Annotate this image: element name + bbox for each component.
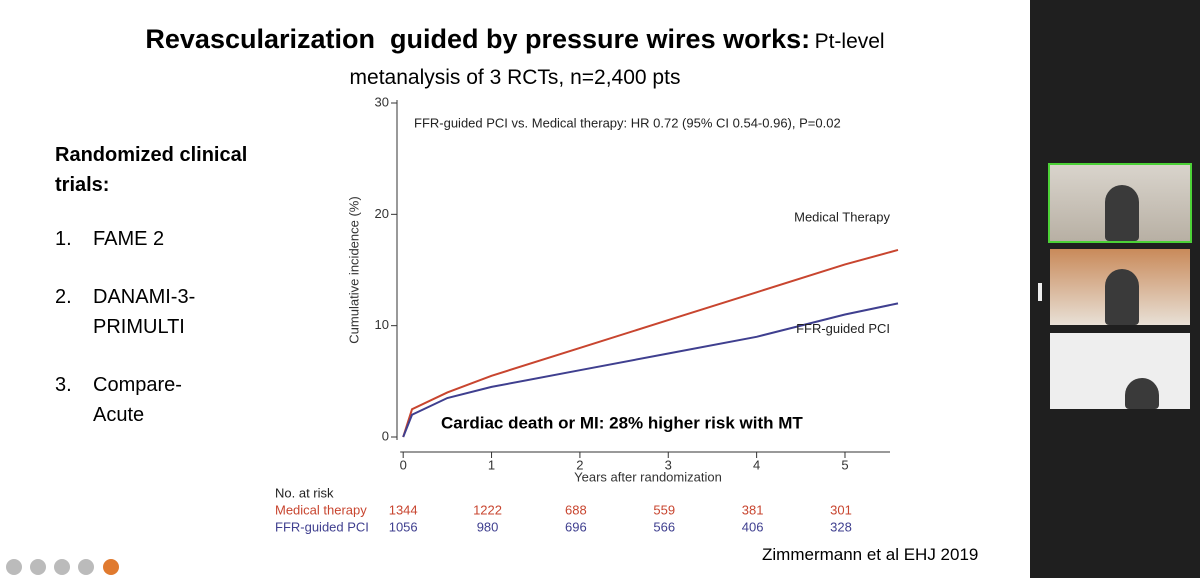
y-tick-label: 0 — [382, 428, 389, 443]
line — [402, 248, 899, 438]
risk-value: 301 — [830, 502, 852, 517]
list-number: 2. — [55, 286, 72, 308]
participant-video[interactable] — [1048, 163, 1192, 243]
list-number: 3. — [55, 374, 72, 396]
risk-value: 406 — [742, 519, 764, 534]
x-tick-label: 0 — [400, 457, 407, 472]
toolbar-button[interactable] — [6, 559, 22, 575]
risk-value: 1344 — [389, 502, 418, 517]
title-bold: Revascularization guided by pressure wir… — [145, 24, 811, 54]
annotation: FFR-guided PCI vs. Medical therapy: HR 0… — [414, 115, 841, 130]
list-text: Compare-Acute — [93, 374, 182, 426]
participant-video[interactable] — [1050, 249, 1190, 325]
list-item: 1. FAME 2 — [55, 224, 275, 254]
resize-handle[interactable] — [1038, 283, 1042, 301]
participant — [1105, 269, 1139, 325]
risk-table-title: No. at risk — [275, 485, 334, 500]
risk-value: 696 — [565, 519, 587, 534]
y-axis-label: Cumulative incidence (%) — [346, 196, 361, 343]
list-text: FAME 2 — [93, 228, 165, 250]
risk-value: 566 — [653, 519, 675, 534]
caption: Cardiac death or MI: 28% higher risk wit… — [441, 413, 803, 432]
risk-value: 1056 — [389, 519, 418, 534]
risk-row-name: Medical therapy — [275, 502, 367, 517]
series-label: FFR-guided PCI — [796, 321, 890, 336]
title-subtitle: Pt-level metanalysis of 3 RCTs, n=2,400 … — [349, 30, 885, 89]
series-label: Medical Therapy — [794, 209, 890, 224]
risk-value: 328 — [830, 519, 852, 534]
x-axis-label: Years after randomization — [574, 469, 722, 484]
x-tick-label: 4 — [753, 457, 760, 472]
citation: Zimmermann et al EHJ 2019 — [762, 545, 979, 564]
x-tick-label: 2 — [576, 457, 583, 472]
x-tick-label: 3 — [665, 457, 672, 472]
risk-row-name: FFR-guided PCI — [275, 519, 369, 534]
x-tick-label: 5 — [841, 457, 848, 472]
risk-value: 559 — [653, 502, 675, 517]
risk-value: 980 — [477, 519, 499, 534]
y-tick-label: 20 — [375, 206, 389, 221]
participant — [1125, 378, 1159, 409]
list-text: DANAMI-3-PRIMULTI — [93, 286, 196, 338]
participant-video[interactable] — [1050, 333, 1190, 409]
list-heading: Randomized clinical trials: — [55, 144, 248, 196]
y-tick-label: 10 — [375, 317, 389, 332]
participant — [1105, 185, 1139, 241]
line — [402, 302, 899, 438]
slide-title: Revascularization guided by pressure wir… — [100, 22, 930, 97]
slide: Revascularization guided by pressure wir… — [0, 0, 1030, 578]
chart: 0 10 20 30 0 1 2 3 4 5 Years after randomization Cu… — [275, 94, 899, 534]
toolbar-button[interactable] — [103, 559, 119, 575]
toolbar-button[interactable] — [54, 559, 70, 575]
risk-value: 381 — [742, 502, 764, 517]
toolbar-button[interactable] — [30, 559, 46, 575]
trial-list: Randomized clinical trials: 1. FAME 2 2. D… — [55, 140, 275, 458]
toolbar-button[interactable] — [78, 559, 94, 575]
x-tick-label: 1 — [488, 457, 495, 472]
list-number: 1. — [55, 228, 72, 250]
y-tick-label: 30 — [375, 94, 389, 109]
list-item: 2. DANAMI-3-PRIMULTI — [55, 282, 275, 342]
list-item: 3. Compare-Acute — [55, 370, 275, 430]
risk-value: 688 — [565, 502, 587, 517]
risk-value: 1222 — [473, 502, 502, 517]
